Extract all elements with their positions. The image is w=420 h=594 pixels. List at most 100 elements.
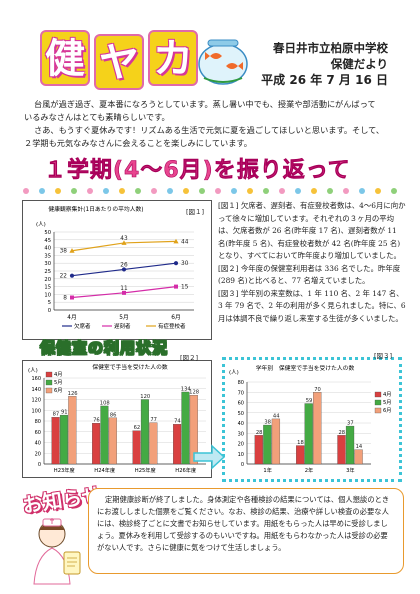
notice-body: 定期健康診断が終了しました。身体測定や各種検診の結果については、個人懇談のときに…: [97, 495, 390, 552]
chart1-ytick-label: 15: [44, 285, 51, 291]
arrow-right-icon: [193, 444, 226, 470]
chart1-ytick-label: 45: [44, 238, 51, 244]
decorative-dot: [327, 188, 333, 194]
chart3-bar: [271, 418, 281, 465]
chart3-ytick-label: 0: [241, 462, 244, 468]
chart1-legend-label: 有症登校者: [158, 322, 186, 330]
decorative-dot: [215, 188, 221, 194]
chart2-legend-swatch: [45, 387, 53, 394]
decorative-dot: [183, 188, 189, 194]
chart2-ytick-label: 40: [35, 441, 41, 447]
chart1-point: [121, 267, 127, 272]
chart1-point: [69, 248, 75, 253]
chart2-legend-swatch: [45, 379, 53, 386]
school-info: 春日井市立柏原中学校 保健だより 平成 26 年 7 月 16 日: [258, 40, 388, 88]
chart3-ytick-label: 60: [238, 401, 244, 407]
section2-title: 保健室の利用状況: [40, 339, 169, 358]
chart1-data-label: 44: [181, 239, 189, 245]
chart1-ytick-label: 0: [48, 308, 51, 314]
chart2-xtick-label: H23年度: [54, 466, 75, 474]
chart2-data-label: 77: [150, 417, 157, 423]
chart1-data-label: 30: [181, 261, 189, 267]
chart2-data-label: 76: [93, 418, 100, 424]
chart1-point: [121, 240, 127, 245]
fig1-label: [図１]: [186, 208, 205, 216]
chart1-point: [173, 238, 179, 244]
chart1-legend-label: 欠席者: [74, 322, 91, 330]
chart2-data-label: 87: [53, 412, 60, 418]
chart2-legend-swatch: [45, 371, 53, 378]
chart1-data-label: 11: [120, 286, 128, 292]
chart2-legend-label: 6月: [54, 387, 63, 394]
chart2-yearly-visits: 保健室で手当を受けた人の数 (人) 0 20 40 60 80 100 120 140 160 87 9…: [28, 363, 206, 474]
decorative-dot: [263, 188, 269, 194]
decorative-dot: [87, 188, 93, 194]
chart1-data-label: 43: [120, 236, 128, 242]
chart2-legend-label: 5月: [54, 379, 63, 386]
decorative-dot: [247, 188, 253, 194]
chart1-xtick-label: 6月: [171, 314, 181, 321]
chart2-bar: [100, 405, 109, 465]
decorative-dot: [39, 188, 45, 194]
chart2-xtick-label: H25年度: [135, 466, 156, 474]
chart3-ytick-label: 80: [238, 380, 244, 386]
chart2-ytick-label: 160: [31, 376, 41, 382]
chart2-data-label: 126: [68, 391, 78, 397]
chart2-data-label: 120: [140, 394, 150, 400]
chart3-title: 学年別 保健室で手当を受けた人の数: [256, 364, 355, 372]
chart2-data-label: 91: [61, 410, 68, 416]
chart3-bar: [304, 403, 313, 465]
fig2-label: [図２]: [180, 354, 199, 362]
intro-line-1: 台風が過ぎ過ぎ、夏本番になろうとしています。蒸し暑い中でも、授業や部活動にがんば…: [34, 99, 376, 109]
chart3-ytick-label: 50: [238, 411, 244, 417]
chart1-ytick-label: 5: [48, 300, 51, 306]
chart3-xtick-label: 3年: [346, 466, 355, 474]
chart3-legend-swatch: [374, 407, 382, 414]
decorative-dot: [199, 188, 205, 194]
chart1-ytick-label: 40: [44, 246, 51, 252]
decorative-dot: [279, 188, 285, 194]
para-fig2: [図２] 今年度の保健室利用者は 336 名でした。昨年度(289 名)と比べる…: [218, 263, 401, 286]
chart3-ylabel: (人): [229, 369, 239, 376]
chart2-bar: [68, 396, 77, 465]
chart3-ytick-label: 40: [238, 421, 244, 427]
chart2-data-label: 108: [100, 400, 110, 406]
decorative-icon-row: [23, 188, 397, 194]
newsletter-name: 保健だより: [330, 57, 388, 71]
chart2-data-label: 134: [181, 386, 192, 392]
issue-date: 平成 26 年 7 月 16 日: [261, 73, 388, 87]
goldfish-bowl-icon: [198, 39, 248, 85]
decorative-dot: [343, 188, 349, 194]
chart1-ytick-label: 35: [44, 253, 51, 259]
decorative-dot: [71, 188, 77, 194]
chart1-data-label: 22: [60, 274, 68, 280]
chart3-bar: [254, 435, 263, 465]
decorative-dot: [311, 188, 317, 194]
chart3-data-label: 38: [264, 420, 271, 426]
para-fig3: [図３] 学年別の来室数は、1 年 110 名、2 年 147 名、3 年 79…: [218, 288, 406, 323]
chart2-ytick-label: 60: [35, 430, 41, 436]
chart3-legend-swatch: [374, 399, 382, 406]
chart1-xtick-label: 5月: [119, 314, 129, 321]
nurse-illustration-icon: [33, 518, 81, 585]
decorative-dot: [119, 188, 125, 194]
chart2-ylabel: (人): [28, 367, 38, 374]
masthead-char-3: カ: [148, 30, 198, 86]
decorative-dot: [103, 188, 109, 194]
chart2-data-label: 128: [189, 390, 199, 396]
decorative-dot: [167, 188, 173, 194]
chart2-ytick-label: 140: [31, 387, 41, 393]
chart3-ytick-label: 10: [238, 452, 244, 458]
chart2-ytick-label: 120: [31, 398, 41, 404]
chart2-bar: [140, 399, 149, 465]
chart3-xtick-label: 2年: [305, 466, 314, 474]
intro-line-3: さあ、もうすぐ夏休みです！リズムある生活で元気に夏を過ごしてほしいと思います。そ…: [34, 125, 385, 135]
chart1-ytick-label: 20: [44, 277, 51, 283]
chart1-ytick-label: 10: [44, 292, 51, 298]
chart3-xtick-label: 1年: [263, 466, 272, 474]
chart1-ytick-label: 25: [44, 269, 51, 275]
chart1-legend-label: 遅刻者: [114, 322, 131, 330]
chart3-data-label: 28: [338, 430, 345, 436]
chart2-ytick-label: 80: [35, 419, 41, 425]
masthead-logo: 健 ヤ カ: [40, 30, 200, 92]
